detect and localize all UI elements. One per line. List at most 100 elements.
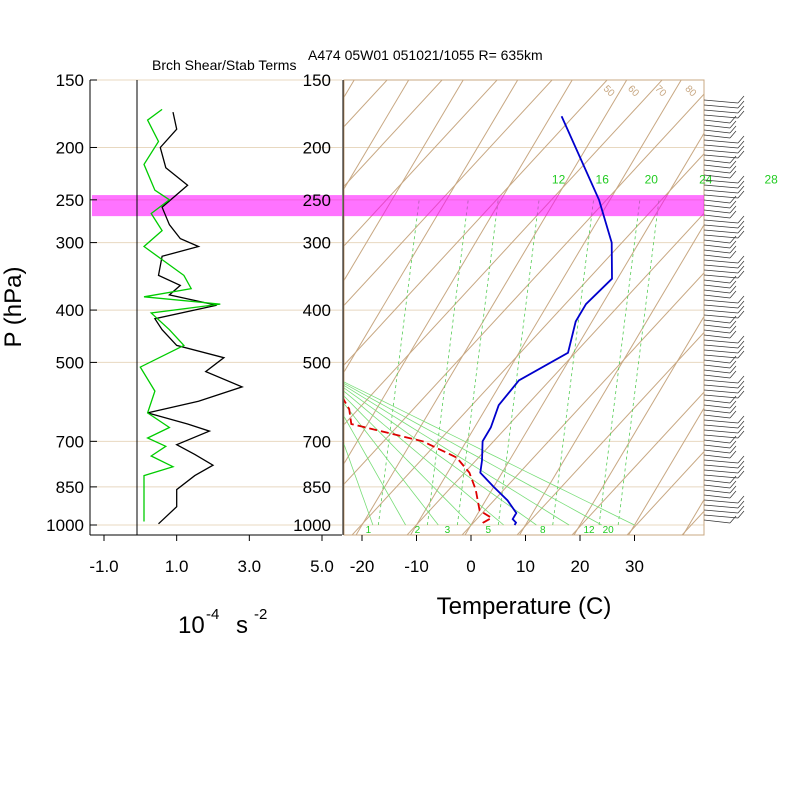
wind-barb-flag — [729, 330, 737, 339]
mixing-ratio-bottom-label: 3 — [445, 525, 451, 536]
mixing-ratio-line — [617, 199, 660, 526]
wind-barb — [703, 514, 739, 519]
wind-barb-flag — [729, 155, 737, 164]
dry-adiabat — [769, 40, 800, 560]
wind-barb-flag — [729, 445, 737, 454]
moist-adiabat — [344, 415, 406, 526]
wind-barb-flag — [729, 410, 737, 419]
wind-barb — [703, 369, 731, 374]
x-axis-label-left: 10 -4 s -2 — [178, 606, 267, 639]
isotherm — [344, 80, 519, 373]
wind-barb — [703, 204, 731, 209]
moist-adiabat — [344, 381, 635, 526]
dry-adiabat — [681, 510, 704, 535]
wind-barb — [703, 219, 739, 224]
pressure-tick-label: 400 — [303, 301, 331, 320]
wind-barb — [703, 229, 739, 234]
wind-barb — [703, 224, 739, 229]
wind-barb — [703, 139, 739, 144]
wind-barb-flag — [737, 465, 745, 474]
wind-barb — [703, 144, 739, 149]
mixing-ratio-bottom-label: 1 — [366, 525, 372, 536]
pressure-tick-label: 300 — [56, 234, 84, 253]
wind-barb-flag — [737, 385, 745, 394]
moist-adiabat — [344, 402, 439, 526]
isotherm — [627, 407, 704, 535]
wind-barb-flag — [729, 475, 737, 484]
wind-barb-flag — [737, 470, 745, 479]
pressure-tick-label: 250 — [56, 191, 84, 210]
wind-barb — [703, 334, 731, 339]
wind-barb-flag — [737, 340, 745, 349]
wind-barb — [703, 164, 731, 169]
wind-barb-flag — [729, 515, 737, 524]
isotherm — [344, 80, 573, 465]
wind-barb-flag — [729, 200, 737, 209]
pressure-tick-label: 850 — [56, 478, 84, 497]
wind-barb — [703, 269, 739, 274]
wind-barb — [703, 124, 731, 129]
temperature-tick-label: 30 — [625, 557, 644, 576]
wind-barb — [703, 464, 739, 469]
wind-barb — [703, 274, 739, 279]
wind-barb — [703, 304, 739, 309]
wind-barb-flag — [729, 160, 737, 169]
dry-adiabat — [0, 40, 314, 560]
temperature-axis-label: Temperature (C) — [437, 593, 612, 620]
wind-barb — [703, 119, 731, 124]
wind-barb — [703, 189, 739, 194]
mixing-ratio-bottom-label: 12 — [584, 525, 596, 536]
pressure-tick-label: 500 — [303, 353, 331, 372]
wind-barb — [703, 474, 739, 479]
wind-barb-flag — [737, 425, 745, 434]
wind-barb-flag — [729, 365, 737, 374]
x-unit-base: 10 — [178, 612, 205, 639]
wind-barb — [703, 314, 739, 319]
wind-barb — [703, 494, 731, 499]
mixing-ratio-bottom-label: 2 — [415, 525, 421, 536]
wind-barb — [703, 149, 739, 154]
wind-barb-flag — [737, 415, 745, 424]
wind-barb — [703, 339, 739, 344]
wind-barb — [703, 259, 739, 264]
isotherm — [344, 80, 464, 282]
wind-barb-flag — [729, 450, 737, 459]
sounding-title: A474 05W01 051021/1055 R= 635km — [308, 47, 543, 63]
wind-barb — [703, 154, 739, 159]
mixing-ratio-line — [552, 199, 594, 526]
mixing-ratio-line — [427, 199, 469, 526]
wind-barb-flag — [737, 100, 745, 109]
wind-barb — [703, 169, 731, 174]
wind-barb-flag — [737, 185, 745, 194]
theta-label: 50 — [601, 84, 617, 100]
mixing-ratio-line — [598, 199, 641, 526]
wind-barb-flag — [737, 295, 745, 304]
wind-barb — [703, 294, 731, 299]
wind-barb-flag — [729, 205, 737, 214]
dry-adiabat — [626, 450, 704, 535]
wind-barb-flag — [729, 405, 737, 414]
wind-barb-flag — [729, 285, 737, 294]
mixing-ratio-label: 12 — [552, 172, 566, 186]
wind-barb-flag — [737, 260, 745, 269]
isotherm — [409, 80, 682, 535]
wind-barb — [703, 234, 739, 239]
wind-barb-flag — [729, 355, 737, 364]
wind-barb-flag — [737, 175, 745, 184]
wind-barb — [703, 309, 739, 314]
wind-barb — [703, 404, 731, 409]
temperature-line — [479, 115, 613, 526]
isotherm — [344, 80, 410, 190]
dry-adiabat — [0, 40, 259, 560]
wind-barb-flag — [737, 345, 745, 354]
moist-adiabat — [344, 390, 504, 526]
dewpoint-line — [344, 381, 494, 526]
wind-barb — [703, 239, 731, 244]
wind-barb-flag — [729, 235, 737, 244]
mixing-ratio-label: 16 — [596, 172, 610, 186]
pressure-tick-label: 200 — [303, 138, 331, 157]
wind-barb-flag — [729, 275, 737, 284]
isobar-gridlines — [343, 79, 705, 536]
dry-adiabat — [344, 93, 704, 485]
pressure-tick-label: 150 — [56, 71, 84, 90]
